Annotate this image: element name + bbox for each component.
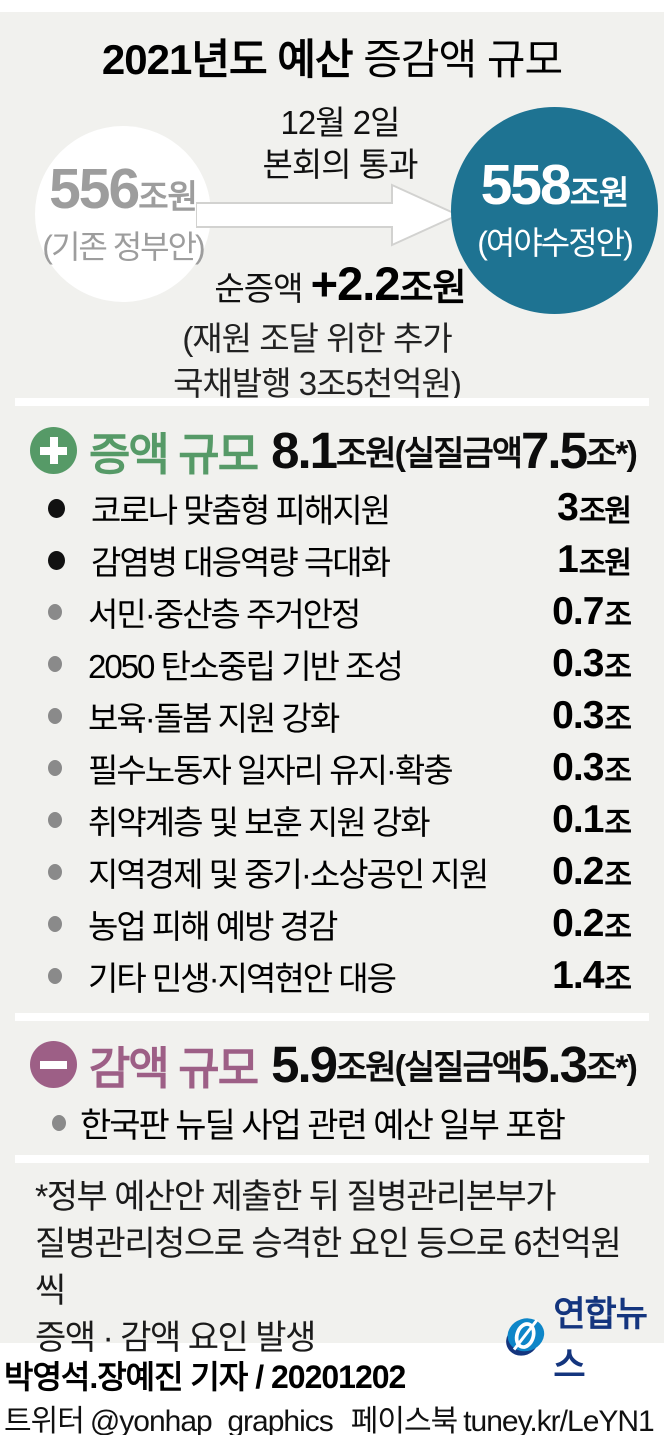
- section-divider: [15, 398, 649, 406]
- revised-budget-circle: 558조원 (여야수정안): [451, 107, 658, 314]
- item-value: 1: [557, 538, 579, 581]
- title-rest: 증감액 규모: [352, 36, 563, 83]
- section-divider: [15, 1155, 649, 1163]
- increase-amount: 8.1: [271, 422, 338, 479]
- budget-item-row: 보육·돌봄 지원 강화 0.3 조: [0, 690, 664, 742]
- byline: 박영석.장예진 기자 / 20201202: [4, 1359, 406, 1395]
- page-title: 2021년도 예산 증감액 규모: [0, 26, 664, 87]
- item-value: 0.2: [552, 850, 604, 893]
- item-unit: 조: [604, 599, 632, 632]
- bullet-icon: [48, 550, 65, 570]
- item-value: 0.2: [552, 902, 604, 945]
- net-increase-note-line1: (재원 조달 위한 추가: [182, 320, 452, 357]
- increase-section-title: 증액 규모: [89, 429, 259, 480]
- bullet-icon: [48, 916, 62, 932]
- bullet-icon: [48, 760, 62, 776]
- item-label: 농업 피해 예방 경감: [88, 908, 338, 945]
- facebook-url: tuney.kr/LeYN1: [463, 1405, 655, 1435]
- item-unit: 조: [604, 963, 632, 996]
- item-value: 0.3: [552, 642, 604, 685]
- budget-item-row: 코로나 맞춤형 피해지원 3 조원: [0, 482, 664, 534]
- item-unit: 조: [604, 755, 632, 788]
- increase-real-amount: 7.5: [521, 422, 588, 479]
- bullet-icon: [48, 604, 62, 620]
- previous-budget-amount: 556조원: [49, 156, 198, 221]
- bullet-icon: [48, 498, 65, 518]
- item-value: 0.3: [552, 694, 604, 737]
- previous-budget-label: (기존 정부안): [42, 228, 205, 265]
- budget-item-row: 2050 탄소중립 기반 조성 0.3 조: [0, 638, 664, 690]
- item-label: 코로나 맞춤형 피해지원: [91, 492, 391, 529]
- yonhap-logo-icon: [506, 1318, 545, 1356]
- revised-budget-amount: 558조원: [480, 153, 630, 217]
- bullet-icon: [48, 968, 62, 984]
- right-arrow-icon: [196, 183, 461, 247]
- item-label: 취약계층 및 보훈 지원 강화: [88, 804, 431, 841]
- item-value: 3: [557, 486, 579, 529]
- item-unit: 조: [604, 703, 632, 736]
- minus-icon: [30, 1041, 77, 1088]
- item-label: 2050 탄소중립 기반 조성: [88, 648, 404, 685]
- item-label: 감염병 대응역량 극대화: [91, 544, 391, 581]
- plus-icon: [30, 427, 77, 474]
- bullet-icon: [48, 656, 62, 672]
- budget-item-row: 취약계층 및 보훈 지원 강화 0.1 조: [0, 794, 664, 846]
- budget-item-row: 감염병 대응역량 극대화 1 조원: [0, 534, 664, 586]
- previous-budget-circle: 556조원 (기존 정부안): [35, 126, 211, 302]
- arrow-caption: 12월 2일 본회의 통과: [262, 104, 419, 183]
- increase-section-header: 증액 규모 8.1 조원(실질금액 7.5 조*): [30, 418, 638, 483]
- budget-item-row: 서민·중산층 주거안정 0.7 조: [0, 586, 664, 638]
- item-label: 지역경제 및 중기·소상공인 지원: [88, 856, 489, 893]
- net-increase-line: 순증액 +2.2조원: [214, 257, 466, 310]
- budget-item-row: 지역경제 및 중기·소상공인 지원 0.2 조: [0, 846, 664, 898]
- decrease-amount: 5.9: [271, 1036, 338, 1093]
- revised-budget-label: (여야수정안): [477, 225, 634, 261]
- title-emphasis: 2021년도 예산: [101, 36, 354, 83]
- twitter-handle: @yonhap_graphics: [89, 1405, 334, 1435]
- facebook-label: 페이스북: [350, 1405, 458, 1435]
- item-label: 서민·중산층 주거안정: [88, 596, 361, 633]
- budget-item-row: 필수노동자 일자리 유지·확충 0.3 조: [0, 742, 664, 794]
- logo-text: 연합뉴스: [553, 1295, 648, 1385]
- bullet-icon: [48, 708, 62, 724]
- footnote: *정부 예산안 제출한 뒤 질병관리본부가 질병관리청으로 승격한 요인 등으로…: [35, 1178, 622, 1357]
- net-increase-note-line2: 국채발행 3조5천억원): [173, 365, 462, 402]
- item-label: 기타 민생·지역현안 대응: [88, 960, 397, 997]
- item-unit: 조: [604, 911, 632, 944]
- item-unit: 조원: [578, 495, 632, 528]
- item-unit: 조: [604, 807, 632, 840]
- yonhap-news-logo: 연합뉴스: [503, 1286, 664, 1388]
- budget-item-row: 농업 피해 예방 경감 0.2 조: [0, 898, 664, 950]
- social-line: 트위터 @yonhap_graphics 페이스북 tuney.kr/LeYN1: [4, 1396, 655, 1435]
- bullet-icon: [52, 1114, 66, 1131]
- item-unit: 조: [604, 651, 632, 684]
- item-unit: 조원: [578, 547, 632, 580]
- item-value: 0.1: [552, 798, 604, 841]
- decrease-real-amount: 5.3: [521, 1036, 588, 1093]
- decrease-note: 한국판 뉴딜 사업 관련 예산 일부 포함: [52, 1098, 566, 1147]
- item-value: 0.7: [552, 590, 604, 633]
- bullet-icon: [48, 812, 62, 828]
- budget-item-row: 기타 민생·지역현안 대응 1.4 조: [0, 950, 664, 1002]
- increase-items-list: 코로나 맞춤형 피해지원 3 조원 감염병 대응역량 극대화 1 조원 서민·중…: [0, 482, 664, 1002]
- section-divider: [15, 1013, 649, 1021]
- item-value: 0.3: [552, 746, 604, 789]
- item-value: 1.4: [552, 954, 604, 997]
- item-label: 필수노동자 일자리 유지·확충: [88, 752, 454, 789]
- item-unit: 조: [604, 859, 632, 892]
- decrease-section-title: 감액 규모: [89, 1043, 259, 1094]
- decrease-section-header: 감액 규모 5.9 조원(실질금액 5.3 조*): [30, 1032, 638, 1097]
- item-label: 보육·돌봄 지원 강화: [88, 700, 340, 737]
- twitter-label: 트위터: [4, 1405, 85, 1435]
- bullet-icon: [48, 864, 62, 880]
